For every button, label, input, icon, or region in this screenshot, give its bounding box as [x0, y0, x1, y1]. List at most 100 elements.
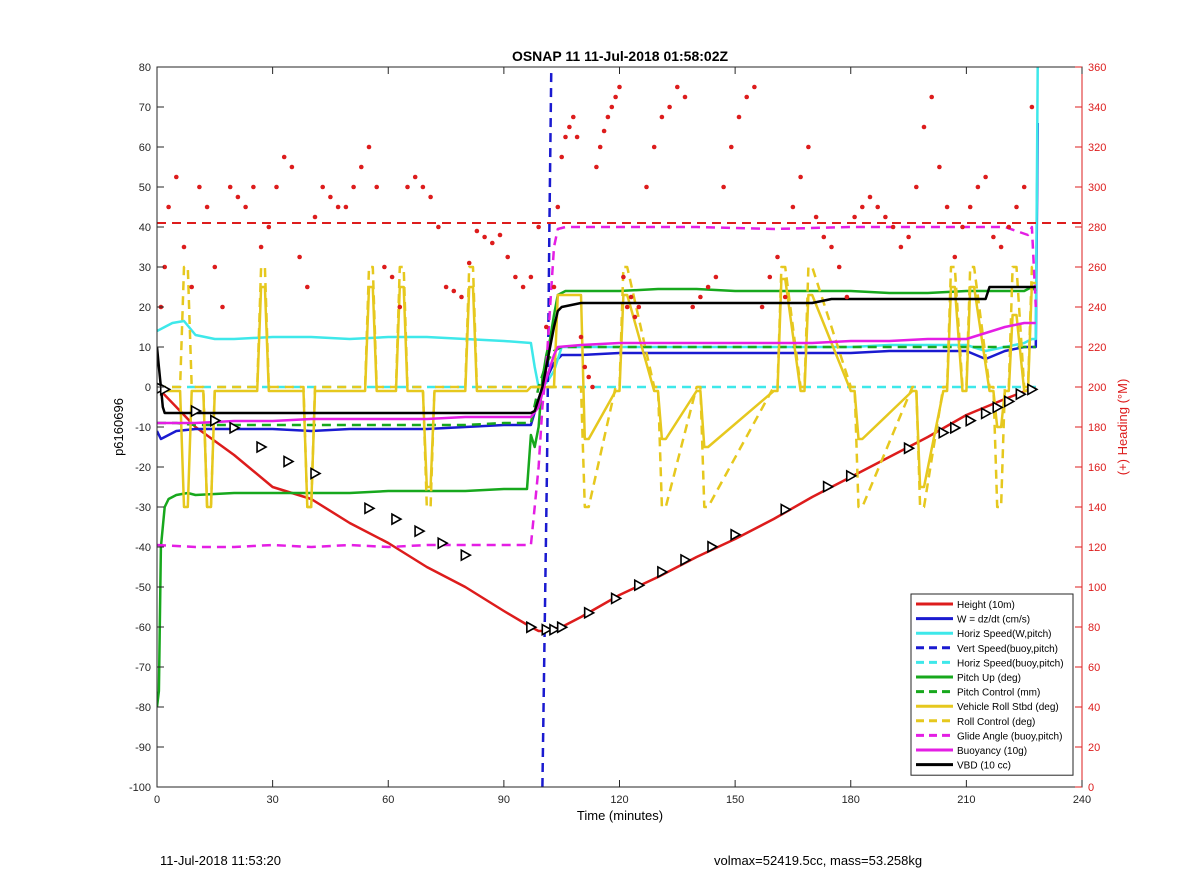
heading-point [659, 114, 665, 120]
legend-entry: Roll Control (deg) [957, 717, 1035, 728]
heading-point [289, 164, 295, 170]
heading-point [220, 304, 225, 310]
heading-point [952, 254, 958, 260]
heading-point [343, 204, 349, 210]
y-tick-label: 80 [139, 62, 151, 74]
y2-axis-label: (+) Heading (°M) [1115, 379, 1130, 476]
y-tick-label: 70 [139, 102, 151, 114]
y-tick-label: 10 [139, 342, 151, 354]
legend-entry: VBD (10 cc) [957, 761, 1011, 772]
x-tick-label: 210 [957, 794, 975, 806]
heading-point [798, 174, 803, 180]
height-marker [190, 404, 203, 418]
heading-point [937, 164, 942, 170]
heading-point [536, 224, 541, 230]
heading-point [632, 314, 638, 320]
height-marker [541, 623, 553, 637]
heading-point [705, 284, 711, 290]
heading-point [397, 304, 403, 310]
height-marker [310, 467, 322, 480]
height-marker [549, 623, 561, 637]
heading-point [594, 164, 599, 170]
heading-point [335, 204, 341, 210]
heading-point [609, 104, 615, 110]
y2-tick-label: 20 [1088, 742, 1100, 754]
heading-point [281, 154, 287, 160]
heading-point [883, 214, 888, 220]
height-marker [992, 401, 1004, 414]
height-marker [633, 578, 646, 592]
heading-point [836, 264, 842, 270]
heading-point [451, 288, 457, 294]
y-tick-label: 30 [139, 262, 151, 274]
series-line-pitch-up-deg [157, 285, 1037, 708]
heading-point [713, 274, 719, 280]
y2-tick-label: 60 [1088, 662, 1100, 674]
heading-point [613, 94, 618, 100]
heading-point [782, 294, 788, 300]
height-marker [950, 421, 962, 435]
heading-point [852, 214, 857, 220]
heading-point [420, 184, 426, 190]
heading-point [559, 154, 564, 160]
heading-point [628, 294, 634, 300]
height-marker [229, 421, 241, 435]
heading-point [582, 364, 588, 370]
heading-point [644, 184, 649, 190]
heading-point [617, 84, 622, 90]
heading-point [544, 324, 549, 330]
x-axis-label: Time (minutes) [577, 808, 663, 823]
heading-point [571, 114, 576, 120]
y-tick-label: -40 [135, 542, 151, 554]
heading-point [605, 114, 611, 120]
heading-point [436, 224, 441, 230]
heading-point [258, 244, 264, 250]
height-marker [556, 620, 569, 634]
heading-point [975, 184, 981, 190]
y2-tick-label: 180 [1088, 422, 1106, 434]
legend: Height (10m) W = dz/dt (cm/s) Horiz Speed(… [910, 593, 1074, 776]
heading-point [174, 174, 179, 180]
heading-point [890, 224, 896, 230]
height-marker [1015, 387, 1027, 401]
height-marker [730, 528, 742, 542]
heading-point [921, 124, 927, 130]
y2-tick-label: 260 [1088, 262, 1106, 274]
x-tick-label: 150 [726, 794, 744, 806]
heading-point [744, 94, 749, 100]
height-marker [1003, 395, 1016, 408]
y-tick-label: 20 [139, 302, 151, 314]
heading-point [898, 244, 904, 250]
series-line-buoyancy-10g [157, 321, 1036, 425]
legend-entry: Glide Angle (buoy,pitch) [957, 731, 1062, 742]
y2-tick-label: 100 [1088, 582, 1106, 594]
heading-point [998, 244, 1004, 250]
series-line-vert-speed-buoy-pitch [541, 67, 553, 787]
height-marker [1027, 383, 1039, 396]
heading-point [929, 94, 934, 100]
heading-point [482, 234, 487, 240]
legend-box [910, 593, 1074, 776]
height-marker [437, 536, 449, 550]
heading-point [374, 184, 380, 190]
heading-point [667, 104, 672, 110]
y2-tick-label: 340 [1088, 102, 1106, 114]
y-tick-label: 0 [145, 382, 151, 394]
heading-point [983, 174, 988, 180]
heading-point [389, 274, 395, 280]
y-tick-label: -90 [135, 742, 151, 754]
y2-tick-label: 160 [1088, 462, 1106, 474]
heading-point [1006, 224, 1012, 230]
heading-point [578, 334, 584, 340]
heading-point [991, 234, 996, 240]
heading-point [563, 134, 568, 140]
height-marker [822, 480, 835, 494]
x-tick-label: 240 [1073, 794, 1091, 806]
heading-point [235, 194, 241, 200]
legend-entry: Pitch Up (deg) [957, 673, 1021, 684]
y2-tick-label: 320 [1088, 142, 1106, 154]
height-marker [680, 553, 692, 567]
height-marker [526, 620, 538, 634]
heading-point [759, 304, 765, 310]
heading-point [690, 304, 695, 310]
